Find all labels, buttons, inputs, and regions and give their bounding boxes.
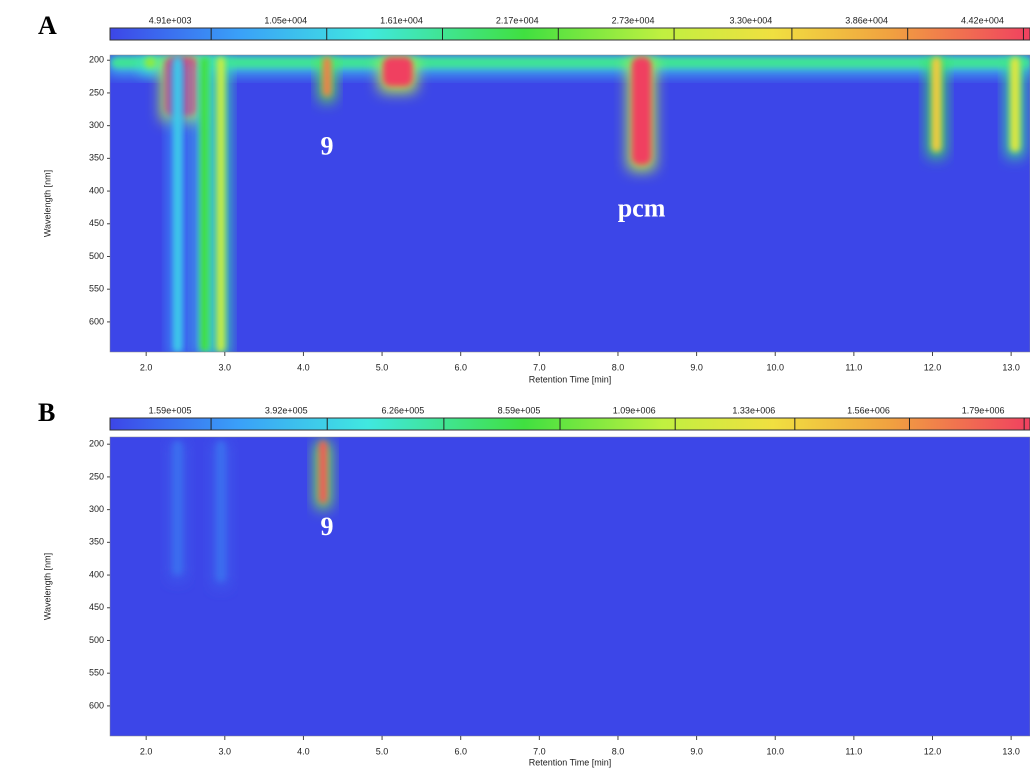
x-tick-label: 5.0: [376, 746, 389, 756]
annotation: 9: [321, 132, 334, 161]
peak: [217, 57, 225, 352]
x-tick-label: 3.0: [219, 362, 232, 372]
x-tick-label: 10.0: [766, 746, 784, 756]
colorbar: [110, 418, 1030, 430]
colorbar-tick-label: 2.73e+004: [612, 15, 655, 25]
colorbar-tick-label: 4.91e+003: [149, 15, 192, 25]
x-tick-label: 13.0: [1002, 362, 1020, 372]
colorbar-tick-label: 1.05e+004: [264, 15, 307, 25]
x-tick-label: 11.0: [845, 362, 862, 372]
y-tick-label: 200: [89, 439, 104, 449]
plot-background: [110, 55, 1030, 352]
x-tick-label: 4.0: [297, 362, 310, 372]
y-tick-label: 600: [89, 316, 104, 326]
x-tick-label: 12.0: [924, 362, 942, 372]
x-axis-label: Retention Time [min]: [529, 757, 612, 767]
y-tick-label: 550: [89, 284, 104, 294]
x-tick-label: 6.0: [454, 746, 467, 756]
peak: [383, 57, 413, 86]
panel: A 4.91e+003 1.05e+004 1.61e+004 2.17e+004 2.7…: [38, 11, 1030, 384]
colorbar-tick-label: 1.33e+006: [732, 405, 775, 415]
colorbar-tick-label: 6.26e+005: [381, 405, 424, 415]
figure: A 4.91e+003 1.05e+004 1.61e+004 2.17e+004 2.7…: [0, 0, 1030, 769]
y-tick-label: 400: [89, 569, 104, 579]
y-axis-label: Wavelength [nm]: [42, 170, 52, 237]
peak: [111, 57, 1030, 68]
peak: [173, 441, 182, 575]
annotation: 9: [321, 512, 334, 541]
y-tick-label: 200: [89, 55, 104, 65]
x-tick-label: 6.0: [454, 362, 467, 372]
x-tick-label: 9.0: [690, 362, 703, 372]
y-tick-label: 450: [89, 602, 104, 612]
y-tick-label: 500: [89, 251, 104, 261]
colorbar-tick-label: 1.79e+006: [962, 405, 1005, 415]
x-tick-label: 12.0: [924, 746, 942, 756]
colorbar-tick-label: 3.30e+004: [730, 15, 773, 25]
x-tick-label: 11.0: [845, 746, 862, 756]
y-tick-label: 250: [89, 471, 104, 481]
y-tick-label: 350: [89, 153, 104, 163]
peak: [174, 57, 182, 352]
x-tick-label: 4.0: [297, 746, 310, 756]
y-tick-label: 300: [89, 504, 104, 514]
y-tick-label: 300: [89, 120, 104, 130]
x-tick-label: 13.0: [1002, 746, 1020, 756]
x-tick-label: 5.0: [376, 362, 389, 372]
y-tick-label: 500: [89, 635, 104, 645]
panel-label: B: [38, 398, 55, 427]
peak: [200, 57, 209, 352]
colorbar-tick-label: 8.59e+005: [498, 405, 541, 415]
colorbar: [110, 28, 1030, 40]
peak: [216, 441, 225, 582]
peak: [323, 57, 331, 96]
y-tick-label: 400: [89, 185, 104, 195]
x-axis-label: Retention Time [min]: [529, 374, 612, 384]
y-tick-label: 350: [89, 537, 104, 547]
x-tick-label: 8.0: [612, 746, 625, 756]
peak: [932, 57, 941, 152]
panel: B 1.59e+005 3.92e+005 6.26e+005 8.59e+005 1.0…: [38, 398, 1030, 767]
colorbar-tick-label: 2.17e+004: [496, 15, 539, 25]
plot-background: [110, 437, 1030, 736]
x-tick-label: 3.0: [219, 746, 232, 756]
x-tick-label: 7.0: [533, 746, 546, 756]
x-tick-label: 8.0: [612, 362, 625, 372]
x-tick-label: 10.0: [766, 362, 784, 372]
colorbar-tick-label: 1.61e+004: [380, 15, 423, 25]
panel-label: A: [38, 11, 57, 40]
colorbar-tick-label: 1.56e+006: [847, 405, 890, 415]
x-tick-label: 2.0: [140, 746, 153, 756]
colorbar-tick-label: 3.86e+004: [845, 15, 888, 25]
colorbar-tick-label: 3.92e+005: [265, 405, 308, 415]
y-tick-label: 250: [89, 87, 104, 97]
annotation: pcm: [618, 194, 666, 223]
peak: [319, 441, 327, 503]
peak: [144, 57, 156, 68]
y-tick-label: 600: [89, 700, 104, 710]
y-tick-label: 450: [89, 218, 104, 228]
colorbar-tick-label: 4.42e+004: [961, 15, 1004, 25]
x-tick-label: 2.0: [140, 362, 153, 372]
colorbar-tick-label: 1.59e+005: [149, 405, 192, 415]
y-axis-label: Wavelength [nm]: [42, 553, 52, 620]
x-tick-label: 9.0: [690, 746, 703, 756]
y-tick-label: 550: [89, 668, 104, 678]
colorbar-tick-label: 1.09e+006: [613, 405, 656, 415]
x-tick-label: 7.0: [533, 362, 546, 372]
peak: [1010, 57, 1019, 152]
peak: [632, 57, 652, 165]
